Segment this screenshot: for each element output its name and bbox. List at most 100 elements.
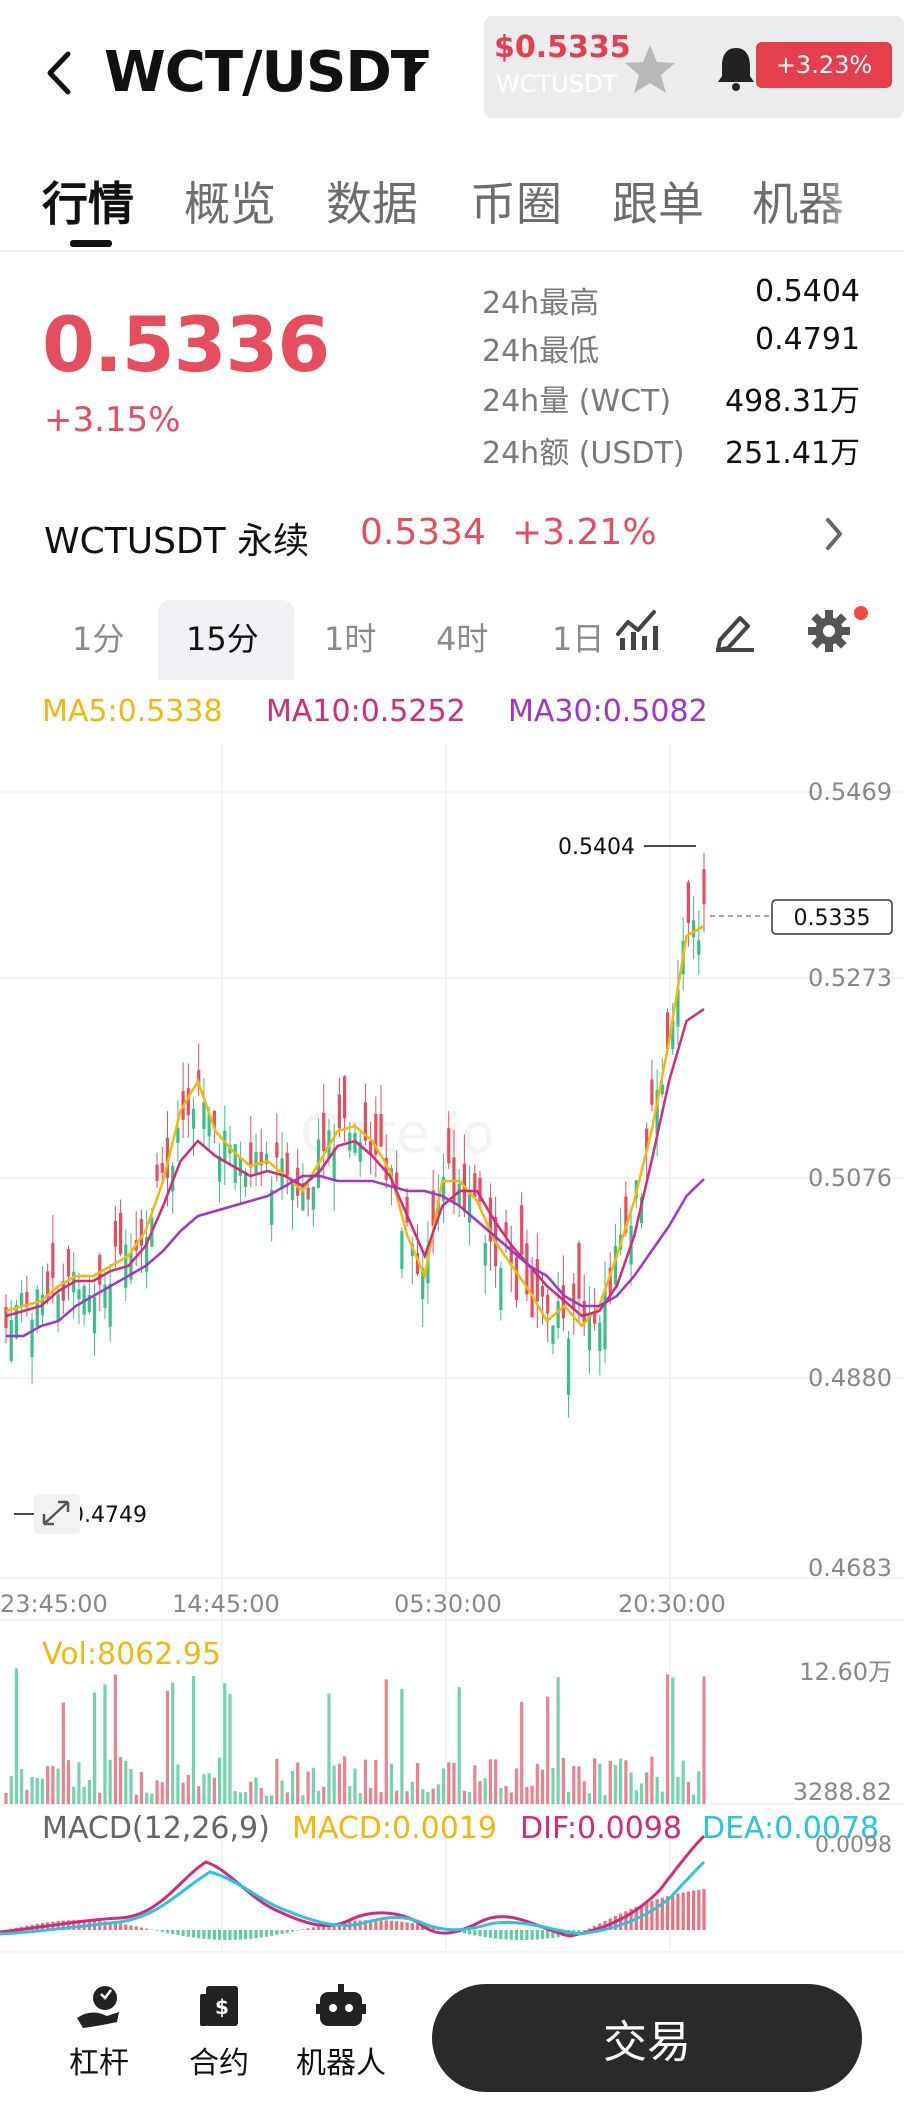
interval-1h[interactable]: 1时 xyxy=(324,620,377,658)
macd-bar xyxy=(290,1930,295,1932)
candle-body xyxy=(400,1230,404,1269)
candle-body xyxy=(457,1183,461,1205)
macd-bar xyxy=(191,1930,196,1938)
macd-bar xyxy=(676,1893,680,1930)
volume-bar xyxy=(103,1684,107,1804)
alert-bell-icon[interactable] xyxy=(716,44,756,94)
volume-bar xyxy=(160,1782,164,1804)
interval-15m[interactable]: 15分 xyxy=(186,620,259,658)
perpetual-row[interactable]: WCTUSDT 永续 0.5334 +3.21% xyxy=(0,500,904,576)
tab-fade xyxy=(820,160,904,240)
candle-body xyxy=(665,1012,670,1050)
nav-futures[interactable]: $ 合约 xyxy=(164,1982,274,2082)
pair-title[interactable]: WCT/USDT xyxy=(104,40,429,105)
candle-body xyxy=(25,1292,29,1307)
tab-copy-trading[interactable]: 跟单 xyxy=(612,177,704,231)
volume-bar xyxy=(660,1791,664,1804)
candle-body xyxy=(238,1157,243,1176)
macd-bar xyxy=(582,1930,586,1931)
tab-data[interactable]: 数据 xyxy=(326,177,418,231)
volume-bar xyxy=(30,1777,34,1804)
nav-futures-label: 合约 xyxy=(189,2046,249,2081)
price-change: +3.15% xyxy=(44,400,181,440)
macd-bar xyxy=(686,1891,690,1930)
stat-value-low: 0.4791 xyxy=(755,322,860,357)
macd-bar xyxy=(228,1930,232,1940)
candle-body xyxy=(233,1144,237,1183)
dropdown-caret-icon[interactable] xyxy=(402,60,428,78)
volume-bar xyxy=(129,1768,133,1804)
volume-bar xyxy=(181,1782,185,1804)
candle-body xyxy=(676,989,680,1027)
interval-1d[interactable]: 1日 xyxy=(552,620,605,658)
y-tick: 0.5273 xyxy=(808,964,892,992)
interval-4h[interactable]: 4时 xyxy=(436,620,489,658)
volume-bar xyxy=(25,1789,29,1804)
volume-bar xyxy=(369,1788,373,1804)
candle-body xyxy=(186,1088,190,1116)
volume-bar xyxy=(217,1757,222,1804)
volume-bar xyxy=(118,1757,123,1804)
volume-bar xyxy=(624,1760,628,1804)
candle-body xyxy=(499,1268,503,1311)
volume-bar xyxy=(593,1758,597,1804)
candle-body xyxy=(165,1137,170,1178)
candle-body xyxy=(270,1189,274,1225)
favorite-star-icon[interactable] xyxy=(622,42,678,96)
volume-bar xyxy=(691,1794,696,1804)
ma10-label: MA10:0.5252 xyxy=(266,694,466,729)
candle-body xyxy=(103,1284,107,1308)
tab-overview[interactable]: 概览 xyxy=(184,177,276,231)
tab-community[interactable]: 币圈 xyxy=(470,177,562,231)
candle-body xyxy=(46,1271,50,1298)
volume-bar xyxy=(431,1788,435,1804)
candle-body xyxy=(337,1094,341,1129)
volume-bar xyxy=(40,1778,45,1804)
perpetual-name: WCTUSDT 永续 xyxy=(44,521,310,562)
candle-body xyxy=(254,1152,258,1173)
volume-bar xyxy=(51,1766,55,1804)
indicator-chart-icon[interactable] xyxy=(614,608,662,652)
dea-value: DEA:0.0078 xyxy=(702,1811,879,1846)
candle-body xyxy=(301,1183,305,1211)
interval-1m[interactable]: 1分 xyxy=(72,620,125,658)
macd-bar xyxy=(650,1901,654,1930)
volume-bar xyxy=(577,1766,581,1804)
volume-bar xyxy=(509,1792,513,1804)
expand-icon[interactable] xyxy=(34,1494,80,1534)
tab-market[interactable]: 行情 xyxy=(42,177,134,231)
macd-bar xyxy=(233,1930,237,1940)
volume-bar xyxy=(572,1766,576,1804)
settings-gear-icon[interactable] xyxy=(806,608,852,654)
macd-bar xyxy=(494,1930,498,1939)
draw-pencil-icon[interactable] xyxy=(712,608,756,652)
volume-bar xyxy=(46,1766,50,1804)
volume-bar xyxy=(9,1776,13,1804)
candle-body xyxy=(212,1110,216,1129)
trade-button[interactable]: 交易 xyxy=(432,1984,862,2092)
volume-bar xyxy=(301,1795,305,1804)
candle-body xyxy=(129,1252,133,1280)
macd-bar xyxy=(207,1930,211,1940)
macd-bar xyxy=(504,1930,508,1940)
volume-bar xyxy=(540,1769,545,1804)
nav-margin[interactable]: 杠杆 xyxy=(44,1982,154,2082)
candle-body xyxy=(77,1289,81,1300)
candle-body xyxy=(660,1084,664,1095)
ma10-line xyxy=(5,1007,705,1318)
volume-bar xyxy=(520,1701,524,1804)
back-arrow-icon[interactable] xyxy=(40,48,80,98)
candle-body xyxy=(697,940,701,955)
kline-chart[interactable]: Gate.io 0.5469 0.5273 0.5076 0.4880 0.46… xyxy=(0,740,904,1960)
volume-bar xyxy=(270,1795,274,1804)
volume-bar xyxy=(264,1795,269,1804)
volume-bar xyxy=(66,1760,71,1804)
candle-body xyxy=(145,1237,149,1272)
volume-bar xyxy=(171,1682,175,1804)
macd-bar xyxy=(374,1920,378,1930)
macd-bar xyxy=(681,1892,685,1930)
macd-bar xyxy=(270,1930,274,1936)
nav-bots[interactable]: 机器人 xyxy=(286,1982,396,2082)
candle-body xyxy=(577,1242,581,1299)
macd-bar xyxy=(118,1923,123,1930)
